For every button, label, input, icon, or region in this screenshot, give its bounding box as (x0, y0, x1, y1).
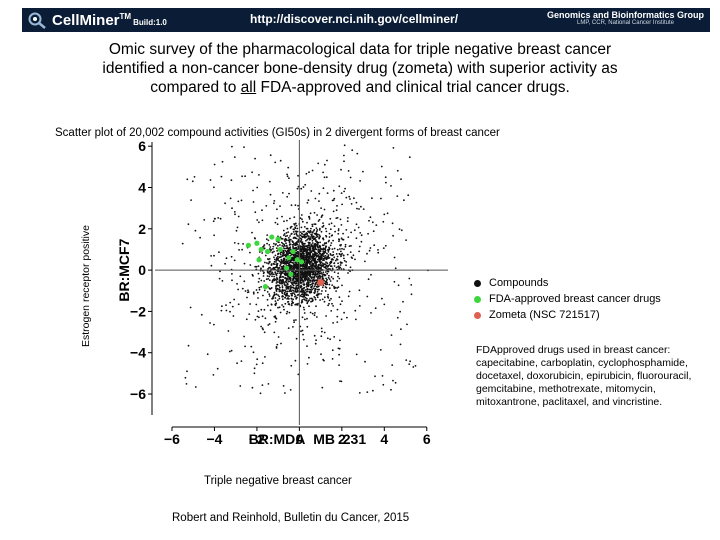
y-tick-label-5: 4 (138, 180, 146, 196)
fda-drug-point-9 (290, 248, 296, 255)
cellminer-logo[interactable]: CellMinerTM Build:1.0 (26, 10, 167, 30)
fda-drug-point-1 (254, 240, 260, 246)
fda-drug-point-3 (264, 248, 271, 255)
fda-drug-point-4 (269, 234, 275, 240)
zometa-point (317, 279, 325, 286)
site-url-link[interactable]: http://discover.nci.nih.gov/cellminer/ (250, 12, 459, 26)
legend-label-zometa: Zometa (NSC 721517) (489, 309, 600, 321)
legend-item-compounds: Compounds (474, 275, 661, 291)
y-tick-label-2: −2 (130, 303, 146, 319)
fda-drug-point-13 (288, 271, 294, 277)
fda-drug-point-2 (258, 246, 264, 253)
x-axis-label: BR:MDA_MB_231 (249, 431, 367, 445)
fda-drug-point-11 (298, 259, 305, 265)
y-tick-label-0: −6 (130, 386, 146, 402)
y-tick-label-1: −4 (130, 345, 146, 361)
legend-label-fda-drugs: FDA-approved breast cancer drugs (489, 293, 661, 305)
legend-dot-fda-drugs (474, 295, 481, 303)
app-name: CellMinerTM (52, 11, 132, 29)
headline-line-2: identified a non-cancer bone-density dru… (102, 60, 618, 77)
x-tick-label-0: −6 (164, 431, 180, 445)
x-tick-label-3: 0 (295, 431, 303, 445)
legend-item-zometa: Zometa (NSC 721517) (474, 307, 661, 323)
x-tick-label-2: −2 (249, 431, 265, 445)
org-block: Genomics and Bioinformatics Group LMP, C… (547, 10, 704, 26)
y-tick-label-6: 6 (138, 140, 146, 154)
x-axis-description: Triple negative breast cancer (204, 475, 352, 487)
headline-emphasis: all (240, 79, 257, 96)
magnifier-cell-icon (28, 12, 46, 29)
chart-legend: Compounds FDA-approved breast cancer dru… (474, 275, 661, 323)
fda-drug-point-5 (275, 236, 281, 242)
header-banner: CellMinerTM Build:1.0 http://discover.nc… (22, 8, 710, 32)
plot-title: Scatter plot of 20,002 compound activiti… (55, 127, 500, 139)
legend-dot-compounds (474, 279, 481, 287)
x-tick-label-4: 2 (338, 431, 346, 445)
fda-drug-point-14 (262, 284, 269, 290)
org-subtitle: LMP, CCR, National Cancer Institute (577, 20, 674, 26)
org-name: Genomics and Bioinformatics Group (546, 10, 704, 20)
compound-point-cloud (181, 144, 429, 395)
scatter-plot: −6 −4 −2 0 2 4 6 −6 −4 −2 0 2 4 6 BR:MDA_MB_231 BR:MCF7 (116, 140, 448, 445)
y-tick-label-3: 0 (138, 262, 146, 278)
citation: Robert and Reinhold, Bulletin du Cancer,… (172, 512, 410, 524)
y-tick-label-4: 2 (138, 221, 146, 237)
fda-drug-point-12 (284, 265, 290, 271)
slide-headline: Omic survey of the pharmacological data … (40, 40, 680, 97)
y-axis-label: BR:MCF7 (116, 238, 132, 301)
headline-line-3: compared to all FDA-approved and clinica… (150, 79, 570, 96)
x-tick-label-6: 6 (423, 431, 431, 445)
legend-dot-zometa (474, 311, 481, 319)
fda-drug-note: FDApproved drugs used in breast cancer: … (476, 344, 692, 408)
y-axis-description: Estrogen receptor positive (80, 225, 92, 347)
x-tick-label-5: 4 (380, 431, 388, 445)
fda-drug-point-0 (245, 242, 252, 248)
headline-line-1: Omic survey of the pharmacological data … (108, 41, 612, 58)
fda-drug-point-8 (286, 255, 292, 261)
x-tick-label-1: −4 (206, 431, 222, 445)
legend-item-fda-drugs: FDA-approved breast cancer drugs (474, 291, 661, 307)
legend-label-compounds: Compounds (489, 277, 549, 289)
fda-drug-point-6 (256, 257, 262, 263)
fda-drug-point-7 (277, 246, 283, 253)
app-build: Build:1.0 (133, 18, 167, 27)
fda-drug-point-10 (294, 257, 300, 263)
